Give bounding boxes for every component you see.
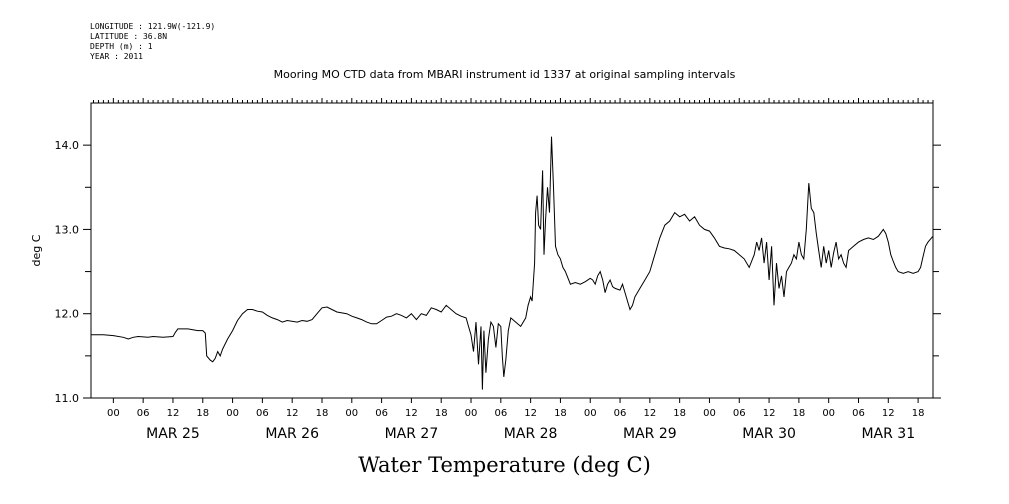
day-label: MAR 29	[623, 426, 677, 442]
day-label: MAR 27	[385, 426, 439, 442]
x-tick-label: 00	[465, 408, 478, 419]
x-tick-label: 06	[733, 408, 746, 419]
x-tick-label: 12	[286, 408, 299, 419]
year-label: YEAR : 2011	[90, 52, 143, 61]
x-tick-label: 12	[405, 408, 418, 419]
y-tick-label: 11.0	[55, 392, 80, 405]
x-tick-label: 18	[793, 408, 806, 419]
x-tick-label: 06	[375, 408, 388, 419]
x-tick-label: 06	[614, 408, 627, 419]
latitude-label: LATITUDE : 36.8N	[90, 32, 168, 41]
x-tick-label: 18	[316, 408, 329, 419]
metadata-block: LONGITUDE : 121.9W(-121.9) LATITUDE : 36…	[90, 22, 215, 62]
x-tick-label: 18	[673, 408, 686, 419]
day-label: MAR 31	[861, 426, 915, 442]
x-tick-label: 00	[584, 408, 597, 419]
chart-title: Mooring MO CTD data from MBARI instrumen…	[273, 68, 736, 81]
x-tick-label: 12	[167, 408, 180, 419]
x-tick-label: 00	[107, 408, 120, 419]
x-tick-label: 00	[822, 408, 835, 419]
y-tick-label: 12.0	[55, 308, 80, 321]
x-tick-label: 12	[643, 408, 656, 419]
x-tick-label: 06	[494, 408, 507, 419]
y-axis-label: deg C	[30, 234, 43, 266]
day-label: MAR 26	[265, 426, 319, 442]
x-tick-label: 12	[763, 408, 776, 419]
y-tick-label: 14.0	[55, 139, 80, 152]
longitude-label: LONGITUDE : 121.9W(-121.9)	[90, 22, 216, 31]
x-tick-label: 12	[882, 408, 895, 419]
series-line	[91, 136, 934, 390]
x-tick-label: 18	[912, 408, 925, 419]
x-tick-label: 06	[256, 408, 269, 419]
day-label: MAR 30	[742, 426, 796, 442]
day-label: MAR 25	[146, 426, 200, 442]
x-tick-label: 00	[703, 408, 716, 419]
x-tick-label: 18	[435, 408, 448, 419]
depth-label: DEPTH (m) : 1	[90, 42, 153, 51]
x-tick-label: 00	[345, 408, 358, 419]
x-tick-label: 18	[554, 408, 567, 419]
x-tick-label: 06	[137, 408, 150, 419]
x-tick-label: 00	[226, 408, 239, 419]
chart-xlabel: Water Temperature (deg C)	[358, 453, 651, 477]
x-tick-label: 18	[196, 408, 209, 419]
plot-frame	[90, 102, 934, 399]
x-tick-label: 06	[852, 408, 865, 419]
x-tick-label: 12	[524, 408, 537, 419]
day-label: MAR 28	[504, 426, 558, 442]
y-tick-label: 13.0	[55, 223, 80, 236]
